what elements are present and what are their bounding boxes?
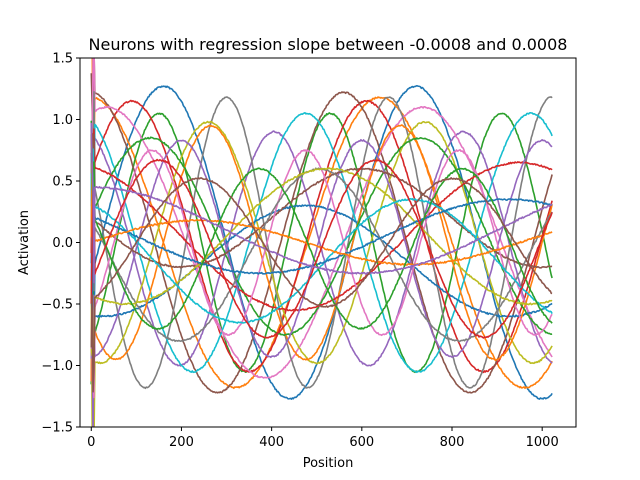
x-tick-label: 800 — [440, 435, 465, 450]
series-line-26 — [90, 177, 553, 393]
chart-title: Neurons with regression slope between -0… — [89, 35, 568, 54]
y-tick-label: 1.0 — [52, 113, 73, 128]
y-tick-label: −1.0 — [41, 359, 73, 374]
series-line-2 — [91, 58, 553, 390]
y-axis-ticks: −1.5 −1.0 −0.5 0.0 0.5 1.0 1.5 — [41, 52, 80, 436]
series-lines — [90, 58, 553, 427]
series-line-17 — [90, 149, 553, 399]
series-line-5 — [90, 97, 553, 367]
y-tick-label: −1.5 — [41, 421, 73, 436]
y-axis-label: Activation — [17, 210, 32, 275]
x-axis-ticks: 0 200 400 600 800 1000 — [87, 427, 559, 450]
series-line-20 — [90, 148, 553, 324]
series-line-8 — [90, 90, 553, 390]
series-line-25 — [90, 122, 553, 284]
series-line-23 — [90, 120, 553, 330]
x-tick-label: 200 — [169, 435, 194, 450]
y-tick-label: 0.0 — [52, 236, 73, 251]
series-line-21 — [90, 198, 553, 316]
y-tick-label: −0.5 — [41, 298, 73, 313]
y-tick-label: 1.5 — [52, 52, 73, 67]
x-tick-label: 1000 — [526, 435, 559, 450]
series-line-6 — [90, 58, 553, 394]
x-tick-label: 400 — [259, 435, 284, 450]
series-line-4 — [90, 99, 553, 374]
series-line-13 — [90, 136, 553, 337]
y-tick-label: 0.5 — [52, 175, 73, 190]
series-line-24 — [90, 158, 553, 339]
series-line-19 — [90, 167, 553, 357]
x-tick-label: 0 — [87, 435, 95, 450]
series-line-3 — [90, 112, 553, 385]
series-line-15 — [90, 138, 553, 427]
x-tick-label: 600 — [349, 435, 374, 450]
x-axis-label: Position — [303, 456, 354, 471]
